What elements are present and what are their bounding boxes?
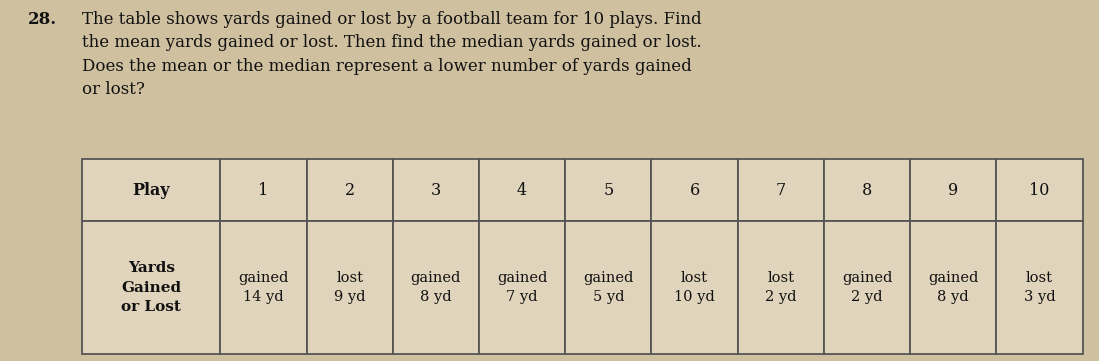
Text: Yards
Gained
or Lost: Yards Gained or Lost — [121, 261, 181, 314]
Bar — [824, 221, 910, 354]
Bar — [997, 159, 1083, 221]
Bar — [997, 221, 1083, 354]
Bar — [910, 221, 997, 354]
Bar — [652, 221, 737, 354]
Bar — [221, 159, 307, 221]
Text: 3: 3 — [431, 182, 441, 199]
Text: 5: 5 — [603, 182, 613, 199]
Text: 8: 8 — [862, 182, 873, 199]
Text: gained
7 yd: gained 7 yd — [497, 271, 547, 304]
Bar — [565, 221, 652, 354]
Text: gained
14 yd: gained 14 yd — [238, 271, 289, 304]
Bar — [479, 221, 565, 354]
Text: gained
5 yd: gained 5 yd — [584, 271, 633, 304]
Text: 6: 6 — [689, 182, 700, 199]
Bar — [910, 159, 997, 221]
Bar — [652, 159, 737, 221]
Text: Play: Play — [133, 182, 170, 199]
Text: 7: 7 — [776, 182, 786, 199]
Bar — [824, 159, 910, 221]
Text: 4: 4 — [517, 182, 528, 199]
Text: lost
9 yd: lost 9 yd — [334, 271, 366, 304]
Text: 9: 9 — [948, 182, 958, 199]
Bar — [737, 221, 824, 354]
Text: 1: 1 — [258, 182, 268, 199]
Bar — [82, 159, 221, 221]
Text: gained
2 yd: gained 2 yd — [842, 271, 892, 304]
Bar — [565, 159, 652, 221]
Bar — [392, 159, 479, 221]
Text: 10: 10 — [1030, 182, 1050, 199]
Text: gained
8 yd: gained 8 yd — [928, 271, 978, 304]
Bar — [82, 221, 221, 354]
Text: lost
2 yd: lost 2 yd — [765, 271, 797, 304]
Text: gained
8 yd: gained 8 yd — [411, 271, 462, 304]
Text: The table shows yards gained or lost by a football team for 10 plays. Find
the m: The table shows yards gained or lost by … — [82, 11, 702, 98]
Text: lost
3 yd: lost 3 yd — [1023, 271, 1055, 304]
Bar — [392, 221, 479, 354]
Text: lost
10 yd: lost 10 yd — [674, 271, 715, 304]
Bar — [221, 221, 307, 354]
Bar — [479, 159, 565, 221]
Text: 28.: 28. — [27, 11, 57, 28]
Text: 2: 2 — [345, 182, 355, 199]
Bar — [307, 221, 392, 354]
Bar — [737, 159, 824, 221]
Bar — [307, 159, 392, 221]
